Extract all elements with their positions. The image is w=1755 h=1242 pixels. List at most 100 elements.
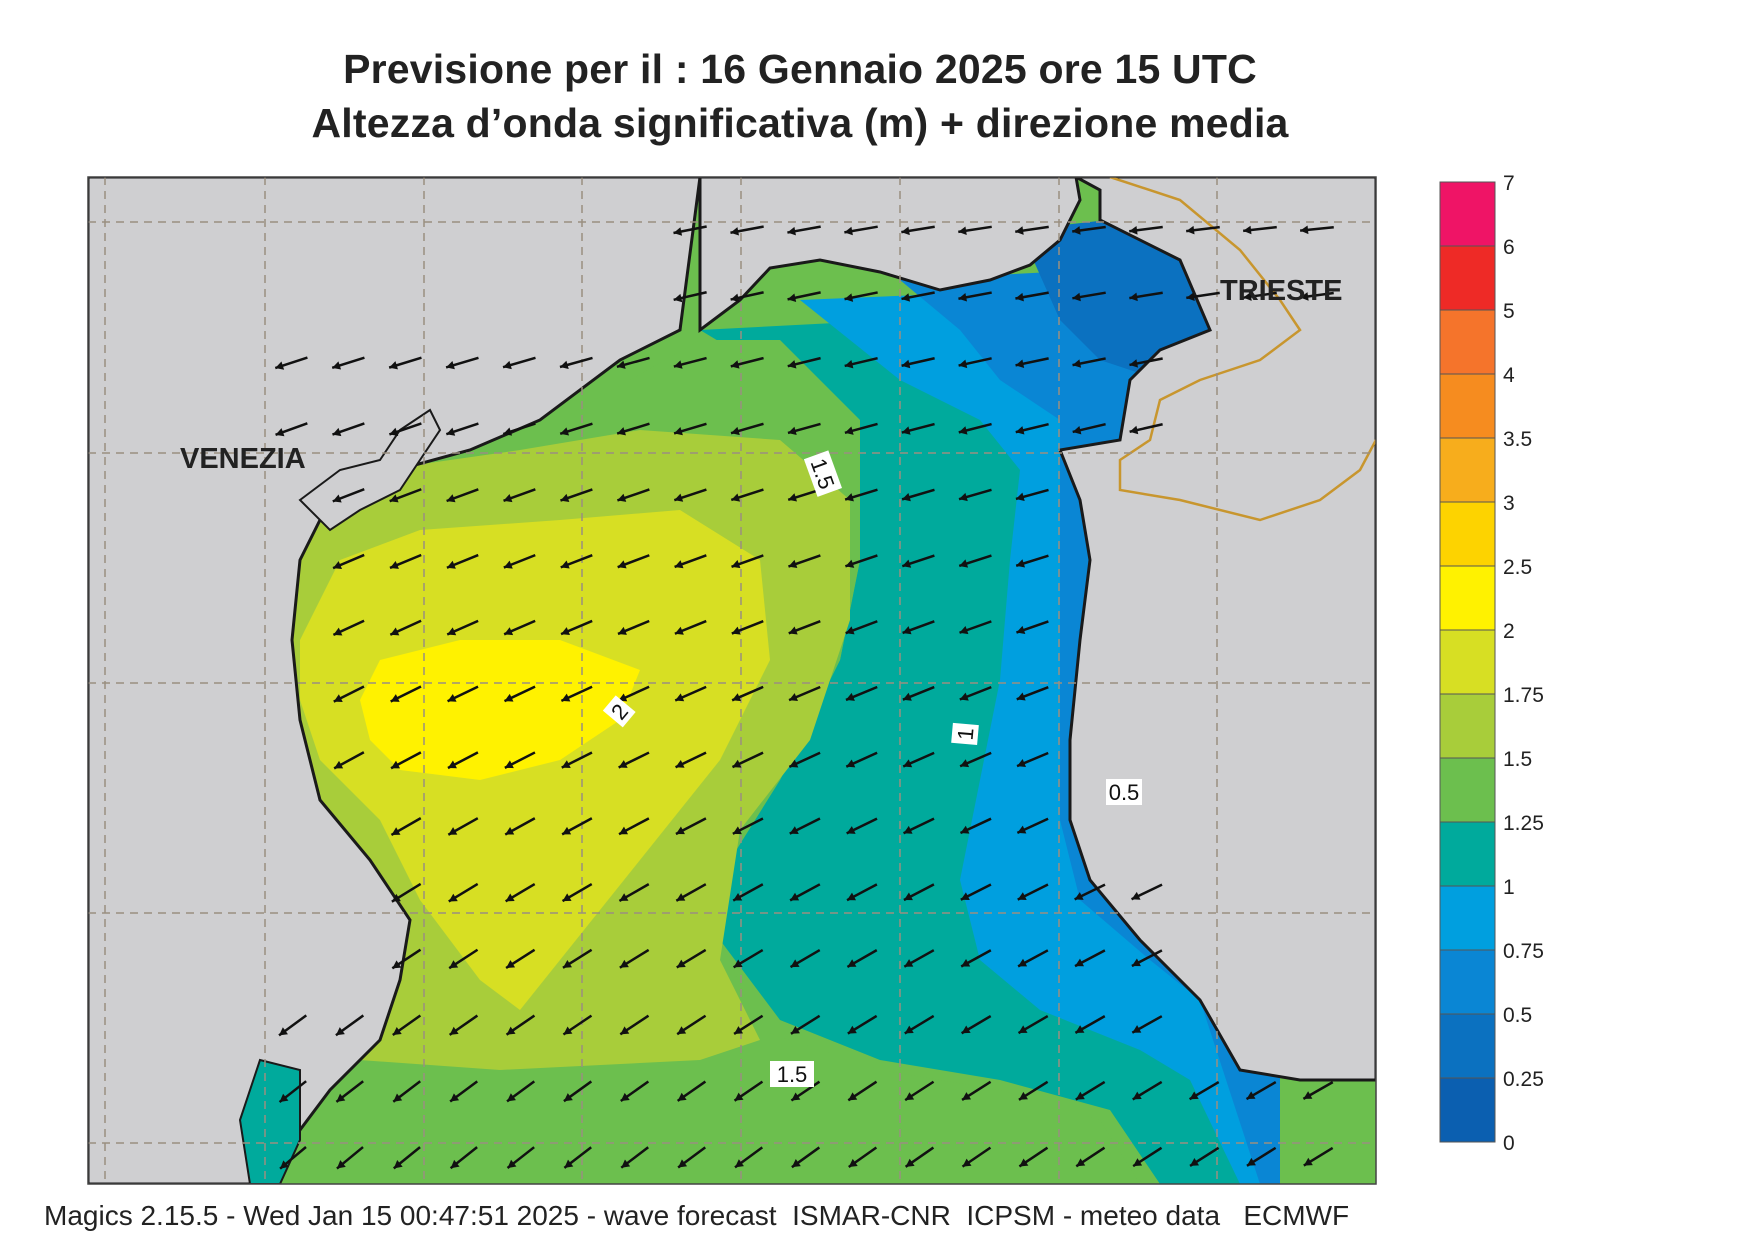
wave-arrow-head xyxy=(901,359,911,369)
wave-arrow-head xyxy=(847,1025,857,1034)
wave-arrow-head xyxy=(961,1025,971,1034)
wave-arrow-head xyxy=(904,959,914,967)
wave-arrow-head xyxy=(730,293,740,303)
legend-tick-label: 1.75 xyxy=(1503,684,1544,707)
wave-arrow-head xyxy=(789,759,799,768)
wave-arrow-head xyxy=(790,892,800,901)
wave-arrow-head xyxy=(958,426,968,435)
wave-arrow-head xyxy=(1131,958,1141,967)
wave-arrow-head xyxy=(1074,892,1084,900)
wave-arrow-head xyxy=(960,759,970,768)
wave-arrow-head xyxy=(676,893,686,901)
wave-arrow-head xyxy=(903,825,913,834)
legend-tick-label: 2 xyxy=(1503,620,1515,643)
wave-arrow-head xyxy=(1246,1091,1256,1100)
wave-arrow-head xyxy=(559,360,569,370)
legend-tick-label: 0.25 xyxy=(1503,1068,1544,1091)
wave-arrow-head xyxy=(1129,425,1139,435)
wave-arrow-head xyxy=(1016,692,1026,701)
wave-arrow-head xyxy=(675,826,685,835)
wave-arrow-head xyxy=(561,760,571,768)
wave-arrow-head xyxy=(901,226,910,236)
wave-arrow-head xyxy=(905,1158,915,1167)
wave-arrow-head xyxy=(788,493,798,502)
legend-swatch xyxy=(1439,373,1496,439)
wave-arrow-head xyxy=(791,1159,801,1168)
wave-arrow-head xyxy=(389,361,398,370)
wave-arrow-head xyxy=(617,560,627,569)
wave-arrow-head xyxy=(505,826,515,835)
wave-arrow-head xyxy=(1129,292,1138,302)
wave-arrow-head xyxy=(734,1026,744,1034)
wave-arrow-head xyxy=(619,959,629,968)
wave-arrow-head xyxy=(618,760,628,768)
wave-arrow-head xyxy=(731,426,740,436)
wave-arrow-head xyxy=(734,1092,744,1101)
wave-arrow-head xyxy=(1018,1091,1028,1100)
wave-arrow-head xyxy=(389,494,399,503)
wave-arrow-head xyxy=(1072,425,1082,435)
wave-arrow-head xyxy=(336,1160,346,1169)
wave-arrow-head xyxy=(1072,359,1082,368)
wave-arrow-head xyxy=(279,1027,288,1036)
wave-arrow-head xyxy=(1017,825,1027,834)
legend-swatch xyxy=(1439,629,1496,695)
wave-arrow-head xyxy=(1015,426,1025,435)
wave-arrow-head xyxy=(791,1092,801,1101)
wave-arrow-head xyxy=(563,1093,573,1102)
wave-arrow-head xyxy=(1186,292,1195,301)
wave-arrow-head xyxy=(902,492,911,502)
lat-lon-grid xyxy=(88,177,1376,1184)
wave-arrow-head xyxy=(677,1026,687,1035)
wave-arrow-head xyxy=(1129,226,1138,235)
wave-arrow-head xyxy=(333,627,343,636)
legend-tick-label: 2.5 xyxy=(1503,556,1532,579)
wave-arrow-head xyxy=(789,693,799,702)
wave-arrow-head xyxy=(446,361,455,370)
footer-credits: Magics 2.15.5 - Wed Jan 15 00:47:51 2025… xyxy=(44,1200,1350,1231)
wave-arrow-head xyxy=(844,293,854,302)
wave-arrow-head xyxy=(1075,958,1085,967)
wave-arrow-head xyxy=(446,494,456,503)
wave-arrow-head xyxy=(620,1026,630,1035)
wave-arrow-head xyxy=(733,959,743,968)
wave-arrow-head xyxy=(560,493,570,503)
wave-arrow-head xyxy=(448,827,458,835)
wave-arrow-head xyxy=(962,1158,972,1167)
wave-arrow-head xyxy=(958,359,968,369)
map-frame xyxy=(87,176,1377,1185)
wave-arrow-head xyxy=(959,626,969,635)
legend-tick-label: 1.25 xyxy=(1503,812,1544,835)
wave-arrow-head xyxy=(675,759,685,768)
wave-arrow-head xyxy=(332,427,342,437)
wave-arrow-head xyxy=(848,1092,858,1101)
wave-arrow-head xyxy=(677,1092,687,1101)
wave-arrow-head xyxy=(504,627,514,636)
wave-arrow-head xyxy=(334,760,344,769)
wave-arrow-head xyxy=(1015,292,1024,302)
wave-arrow-head xyxy=(1018,958,1028,967)
wave-arrow-head xyxy=(503,494,513,503)
wave-arrow-head xyxy=(279,1093,289,1103)
wave-arrow-head xyxy=(563,1026,573,1035)
wave-arrow-head xyxy=(1132,1091,1142,1100)
map-title-line-2: Altezza d’onda significativa (m) + direz… xyxy=(311,100,1289,146)
label-venezia: VENEZIA xyxy=(180,443,306,475)
wave-arrow-head xyxy=(674,560,684,569)
legend-tick-label: 0.5 xyxy=(1503,1004,1532,1027)
wave-arrow-head xyxy=(790,1025,800,1034)
wave-arrow-head xyxy=(1300,225,1309,235)
wave-arrow-head xyxy=(1133,1158,1143,1167)
wave-arrow-head xyxy=(1072,292,1081,302)
wave-arrow-head xyxy=(845,559,855,568)
wave-arrow-head xyxy=(1190,1158,1200,1166)
wave-arrow-head xyxy=(333,561,343,570)
wave-arrow-head xyxy=(506,960,516,968)
wave-arrow-head xyxy=(1246,1157,1256,1166)
wave-arrow-head xyxy=(1072,226,1081,235)
wave-arrow-head xyxy=(674,427,683,436)
land-west xyxy=(88,177,702,1184)
wave-arrow-head xyxy=(845,493,854,502)
wave-arrow-head xyxy=(959,692,969,701)
